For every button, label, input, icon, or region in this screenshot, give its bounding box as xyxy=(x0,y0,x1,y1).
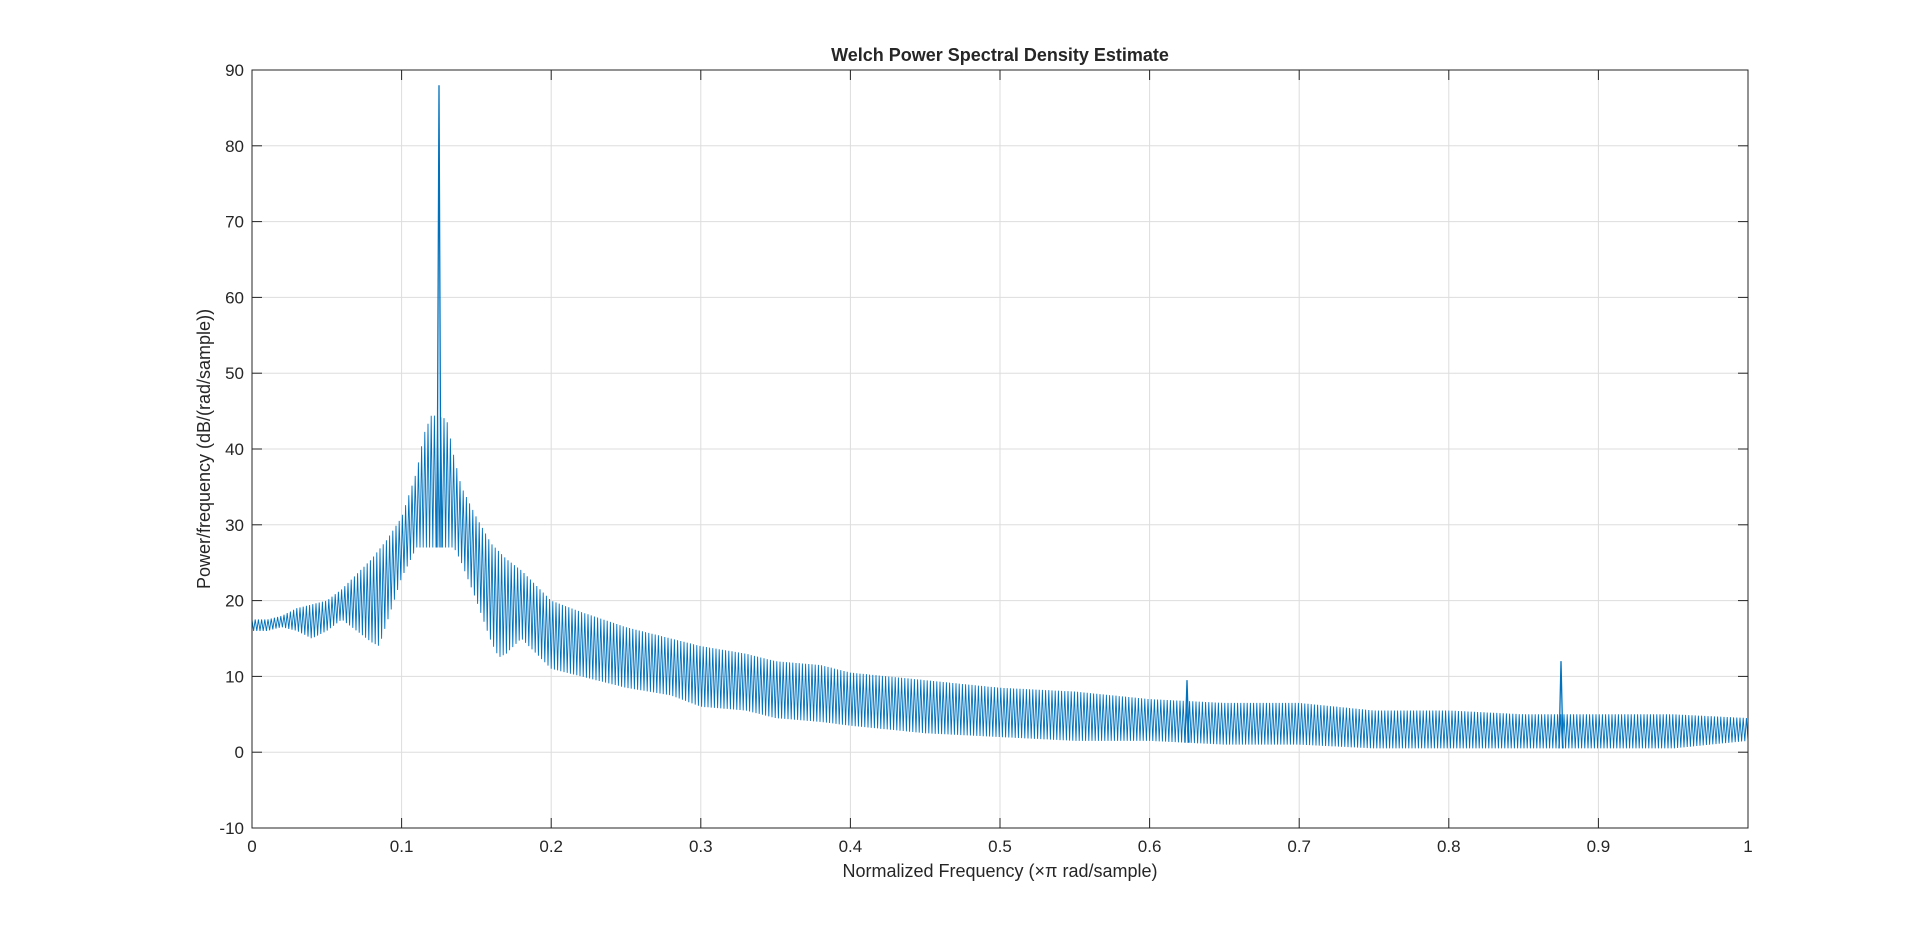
y-axis-label: Power/frequency (dB/(rad/sample)) xyxy=(194,309,214,589)
series-layer xyxy=(251,85,1749,775)
x-tick-label: 0.3 xyxy=(689,837,713,856)
x-axis-label: Normalized Frequency (×π rad/sample) xyxy=(842,861,1157,881)
x-tick-label: 1 xyxy=(1743,837,1752,856)
x-tick-label: 0.5 xyxy=(988,837,1012,856)
x-tick-label: 0.1 xyxy=(390,837,414,856)
x-tick-label: 0 xyxy=(247,837,256,856)
chart-title: Welch Power Spectral Density Estimate xyxy=(831,45,1169,65)
x-tick-label: 0.7 xyxy=(1287,837,1311,856)
y-tick-label: 70 xyxy=(225,213,244,232)
x-tick-labels: 0 0.1 0.2 0.3 0.4 0.5 0.6 0.7 0.8 0.9 1 xyxy=(247,837,1752,856)
x-tick-label: 0.6 xyxy=(1138,837,1162,856)
plot-area[interactable]: 0 0.1 0.2 0.3 0.4 0.5 0.6 0.7 0.8 0.9 1 -100102030… xyxy=(219,61,1752,856)
y-tick-label: 40 xyxy=(225,440,244,459)
x-tick-label: 0.8 xyxy=(1437,837,1461,856)
y-tick-label: 50 xyxy=(225,364,244,383)
y-tick-label: 10 xyxy=(225,667,244,686)
spectral-peak xyxy=(436,85,442,548)
y-tick-label: 80 xyxy=(225,137,244,156)
y-tick-label: -10 xyxy=(219,819,244,838)
x-tick-label: 0.2 xyxy=(539,837,563,856)
x-tick-label: 0.9 xyxy=(1587,837,1611,856)
spectral-peak xyxy=(1184,680,1190,743)
tick-marks xyxy=(251,69,1749,829)
y-tick-labels: -10 0 10 20 30 40 50 60 70 80 90 xyxy=(219,61,244,838)
y-tick-label: 0 xyxy=(235,743,244,762)
x-tick-label: 0.4 xyxy=(839,837,863,856)
y-tick-label: 60 xyxy=(225,288,244,307)
y-tick-label: 90 xyxy=(225,61,244,80)
psd-series-line xyxy=(251,415,1749,775)
y-tick-label: 20 xyxy=(225,592,244,611)
y-tick-label: 30 xyxy=(225,516,244,535)
spectral-peak xyxy=(1558,661,1564,749)
